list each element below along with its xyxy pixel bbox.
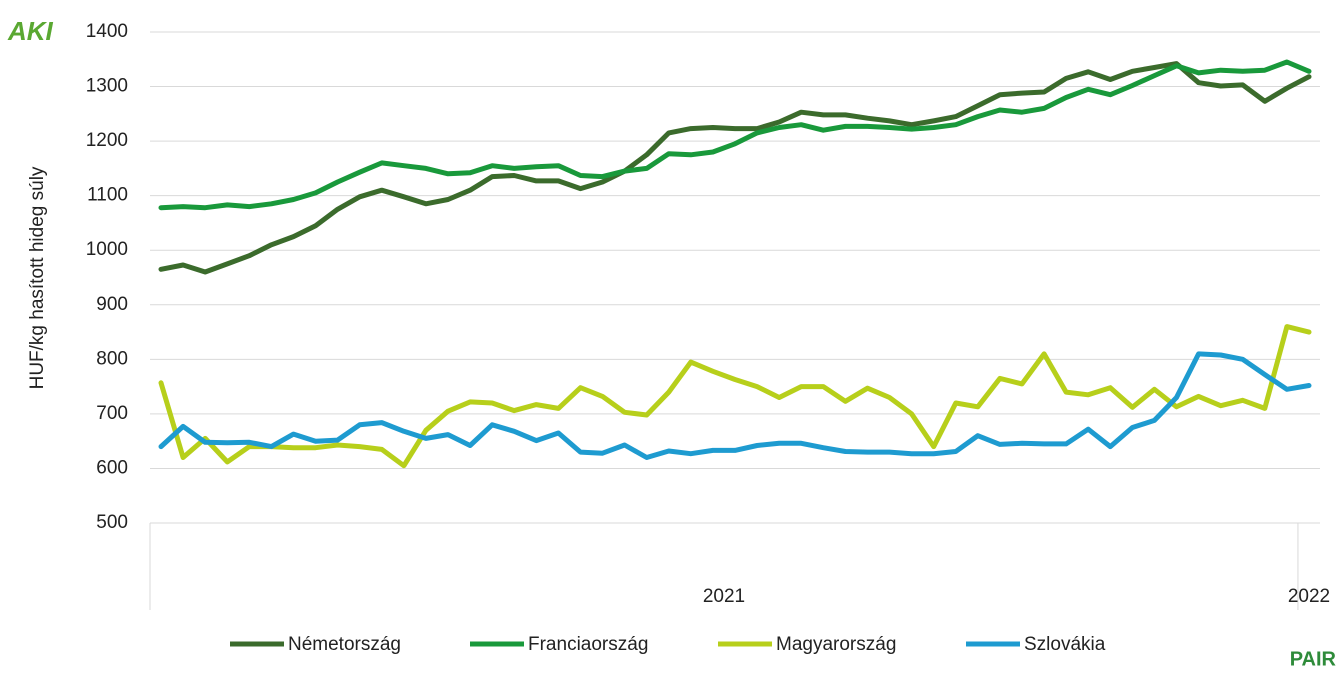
series-line: [158, 351, 1312, 460]
y-tick-label: 800: [96, 348, 128, 369]
y-tick-label: 700: [96, 403, 128, 424]
legend-label: Magyarország: [776, 634, 896, 655]
x-group-label: 2022: [1288, 586, 1330, 607]
y-tick-label: 500: [96, 512, 128, 533]
legend-label: Németország: [288, 634, 401, 655]
y-tick-label: 1000: [86, 239, 128, 260]
series-line: [158, 324, 1312, 469]
series-line: [158, 61, 1312, 275]
legend-label: Szlovákia: [1024, 634, 1106, 655]
y-tick-label: 600: [96, 457, 128, 478]
logo: AKI: [7, 16, 54, 46]
y-tick-label: 1300: [86, 76, 128, 97]
logo: PAIR: [1290, 648, 1337, 670]
y-tick-label: 1400: [86, 21, 128, 42]
y-axis-label: HUF/kg hasított hideg súly: [27, 166, 48, 389]
legend-label: Franciaország: [528, 634, 648, 655]
x-group-label: 2021: [703, 586, 745, 607]
y-tick-label: 1200: [86, 130, 128, 151]
y-tick-label: 900: [96, 294, 128, 315]
series-line: [158, 59, 1312, 211]
y-tick-label: 1100: [87, 185, 128, 206]
